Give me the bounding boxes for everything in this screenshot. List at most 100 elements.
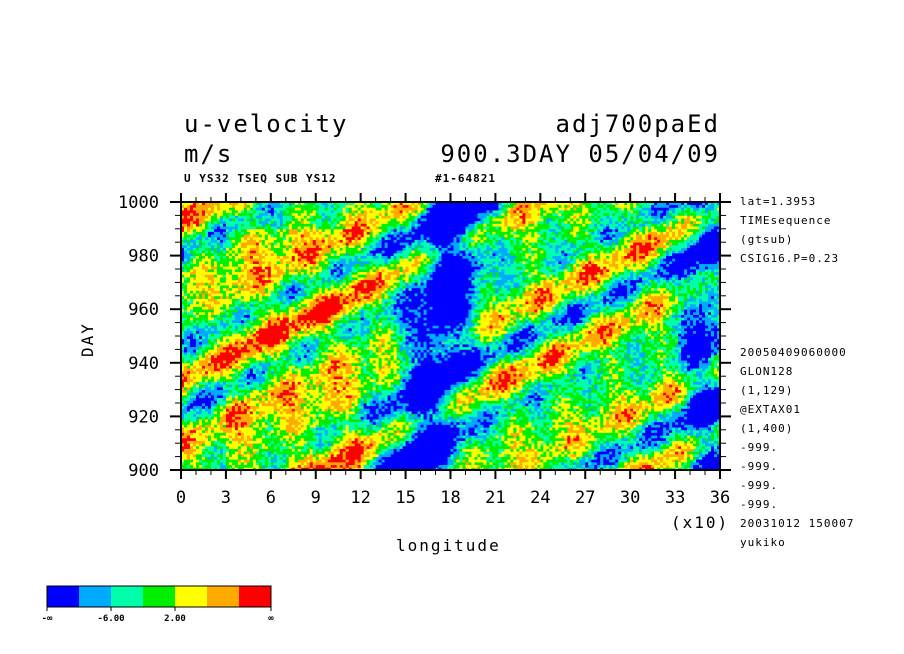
heatmap-cell xyxy=(603,336,613,340)
heatmap-cell xyxy=(549,416,559,420)
heatmap-cell xyxy=(363,429,368,433)
heatmap-cell xyxy=(339,394,344,399)
heatmap-cell xyxy=(510,365,514,369)
time-stamp-label: 900.3DAY 05/04/09 xyxy=(440,140,720,168)
heatmap-cell xyxy=(630,397,640,401)
heatmap-cell xyxy=(516,386,523,390)
heatmap-cell xyxy=(462,448,481,452)
heatmap-cell xyxy=(606,440,610,444)
heatmap-cell xyxy=(204,440,212,444)
heatmap-cell xyxy=(534,411,538,415)
heatmap-cell xyxy=(411,352,415,356)
heatmap-cell xyxy=(489,437,493,441)
heatmap-cell xyxy=(498,413,502,417)
heatmap-cell xyxy=(369,403,377,407)
heatmap-cell xyxy=(516,445,520,449)
heatmap-cell xyxy=(240,445,248,449)
heatmap-cell xyxy=(288,354,293,358)
heatmap-cell xyxy=(564,461,571,466)
heatmap-cell xyxy=(540,338,547,342)
heatmap-cell xyxy=(195,338,200,342)
heatmap-cell xyxy=(558,448,562,452)
heatmap-cell xyxy=(282,360,290,364)
heatmap-cell xyxy=(651,397,655,401)
heatmap-cell xyxy=(309,467,314,471)
heatmap-cell xyxy=(273,400,287,404)
heatmap-cell xyxy=(600,336,604,340)
heatmap-cell xyxy=(288,357,293,361)
heatmap-cell xyxy=(534,443,538,447)
heatmap-cell xyxy=(624,360,628,364)
heatmap-cell xyxy=(654,370,658,374)
heatmap-cell xyxy=(687,368,691,372)
heatmap-cell xyxy=(204,346,215,350)
heatmap-cell xyxy=(654,443,658,447)
heatmap-cell xyxy=(663,373,667,377)
heatmap-cell xyxy=(246,394,251,399)
heatmap-cell xyxy=(618,354,622,358)
heatmap-cell xyxy=(594,443,601,447)
heatmap-cell xyxy=(333,384,338,388)
heatmap-cell xyxy=(600,413,604,417)
heatmap-cell xyxy=(204,416,209,420)
heatmap-cell xyxy=(402,424,406,428)
heatmap-cell xyxy=(600,445,607,449)
heatmap-cell xyxy=(288,365,296,369)
heatmap-cell xyxy=(507,400,514,404)
heatmap-cell xyxy=(264,400,269,404)
heatmap-cell xyxy=(489,435,493,439)
heatmap-cell xyxy=(366,424,371,428)
heatmap-cell xyxy=(270,384,275,388)
heatmap-cell xyxy=(294,384,299,388)
heatmap-cell xyxy=(318,440,323,444)
heatmap-cell xyxy=(300,338,314,342)
heatmap-cell xyxy=(357,397,362,401)
heatmap-cell xyxy=(390,368,394,372)
heatmap-cell xyxy=(681,421,685,425)
heatmap-cell xyxy=(708,437,712,441)
heatmap-cell xyxy=(663,392,667,396)
heatmap-cell xyxy=(357,405,365,409)
heatmap-cell xyxy=(234,365,242,369)
heatmap-cell xyxy=(663,443,667,447)
heatmap-cell xyxy=(219,435,230,439)
heatmap-cell xyxy=(495,456,502,460)
heatmap-cell xyxy=(672,424,685,428)
heatmap-cell xyxy=(297,411,302,415)
heatmap-cell xyxy=(585,443,592,447)
heatmap-cell xyxy=(672,443,676,447)
heatmap-cell xyxy=(504,362,511,366)
heatmap-cell xyxy=(312,464,317,468)
heatmap-cell xyxy=(675,349,679,353)
units-label: m/s xyxy=(184,140,234,168)
heatmap-cell xyxy=(549,448,556,452)
heatmap-cell xyxy=(366,365,377,369)
heatmap-cell xyxy=(534,445,538,449)
heatmap-cell xyxy=(399,429,412,433)
heatmap-cell xyxy=(699,453,706,457)
heatmap-cell xyxy=(312,448,317,452)
heatmap-cell xyxy=(204,368,209,372)
heatmap-cell xyxy=(372,461,383,466)
heatmap-cell xyxy=(489,336,493,340)
heatmap-cell xyxy=(357,429,362,433)
heatmap-cell xyxy=(624,349,628,353)
heatmap-cell xyxy=(687,400,691,404)
heatmap-cell xyxy=(237,432,242,436)
heatmap-cell xyxy=(423,413,427,417)
heatmap-cell xyxy=(579,338,583,342)
heatmap-cell xyxy=(189,429,197,433)
heatmap-cell xyxy=(216,445,224,449)
heatmap-cell xyxy=(345,440,353,444)
heatmap-cell xyxy=(181,341,185,345)
heatmap-cell xyxy=(525,437,529,441)
heatmap-cell xyxy=(348,443,356,447)
heatmap-cell xyxy=(264,349,269,353)
heatmap-cell xyxy=(561,405,571,409)
heatmap-cell xyxy=(378,432,383,436)
heatmap-cell xyxy=(402,360,406,364)
heatmap-cell xyxy=(660,445,670,449)
heatmap-cell xyxy=(417,349,421,353)
heatmap-cell xyxy=(522,349,526,353)
heatmap-cell xyxy=(537,338,541,342)
